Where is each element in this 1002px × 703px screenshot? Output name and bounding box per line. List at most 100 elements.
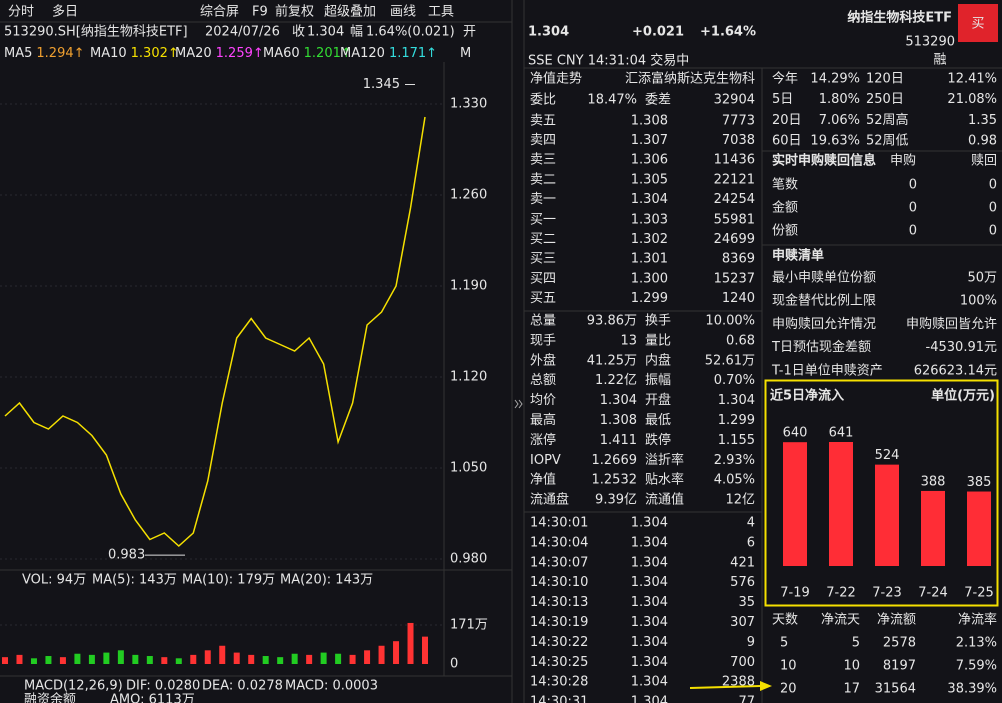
footer-label: AMO: 6113万: [110, 693, 195, 703]
volume-bar: [364, 650, 371, 664]
trade-time: 14:30:01: [530, 516, 588, 531]
toolbar-button[interactable]: F9: [252, 5, 268, 20]
return: 7.06%: [819, 113, 860, 128]
footer-label: 融资余额: [24, 692, 76, 703]
ma-name: MA120: [340, 46, 385, 61]
trade-price: 1.304: [631, 555, 668, 570]
list-label: 现金替代比例上限: [772, 293, 876, 309]
trade-volume: 576: [730, 575, 755, 590]
market-status: SSE CNY 14:31:04 交易中: [528, 53, 689, 69]
trade-price: 1.304: [631, 615, 668, 630]
book-price: 1.307: [631, 133, 668, 148]
list-label: 申购赎回允许情况: [772, 316, 876, 332]
stat-value: 1.155: [718, 433, 755, 448]
book-price: 1.301: [631, 252, 668, 267]
trade-price: 1.304: [631, 695, 668, 703]
buy-button[interactable]: [958, 4, 998, 42]
volume-bar: [233, 652, 240, 664]
book-level: 买三: [530, 252, 556, 267]
volume-bar: [132, 654, 139, 664]
amplitude: 1.64%(0.021): [366, 25, 455, 40]
stat-value: 9.39亿: [595, 493, 637, 508]
label: 份额: [772, 224, 798, 239]
volume-bar: [103, 652, 110, 664]
toolbar-button[interactable]: 超级叠加: [324, 5, 376, 20]
collapse-icon[interactable]: [514, 399, 523, 409]
data-label: 388: [921, 474, 946, 489]
volume-bar: [204, 650, 211, 664]
volume-bar: [2, 657, 8, 664]
toolbar-button[interactable]: 分时: [8, 5, 34, 20]
volume-bar: [335, 653, 342, 664]
trade-price: 1.304: [631, 595, 668, 610]
trade-time: 14:30:13: [530, 595, 588, 610]
trade-price: 1.304: [631, 575, 668, 590]
ma-name: MA20: [175, 46, 212, 61]
section-title: 申赎清单: [772, 248, 824, 264]
volume-bar: [74, 653, 81, 664]
book-level: 买二: [530, 232, 556, 247]
period: 52周低: [866, 134, 909, 149]
y-tick-label: 0: [450, 657, 458, 672]
trade-price: 1.304: [631, 535, 668, 550]
toolbar-button[interactable]: 工具: [428, 5, 454, 20]
label: 32904: [714, 93, 755, 108]
stat-label: 溢折率: [645, 452, 684, 468]
x-tick-label: 7-25: [964, 586, 994, 601]
y-tick-label: 1.330: [450, 97, 487, 112]
toolbar-button[interactable]: 多日: [52, 4, 78, 20]
list-value: 50万: [967, 271, 997, 286]
date: 2024/07/26: [205, 25, 280, 40]
table-cell: 10: [843, 659, 860, 674]
ma-legend: MA120 1.171↑: [340, 46, 437, 61]
stat-label: 总量: [530, 314, 556, 329]
period: 250日: [866, 92, 904, 107]
table-cell: 20: [780, 682, 797, 697]
macd-legend: MACD: 0.0003: [285, 679, 378, 694]
table-cell: 2578: [883, 636, 916, 651]
data-label: 524: [875, 448, 900, 463]
toolbar-button[interactable]: 前复权: [275, 4, 314, 20]
trade-volume: 307: [730, 615, 755, 630]
volume-bar: [161, 657, 168, 664]
toolbar-button[interactable]: 画线: [390, 5, 416, 20]
trade-time: 14:30:22: [530, 635, 588, 650]
stat-value: 1.299: [718, 413, 755, 428]
stat-label: 贴水率: [645, 472, 684, 488]
stat-label: 跌停: [645, 432, 671, 448]
return: 19.63%: [810, 134, 860, 149]
stat-value: 1.2532: [592, 473, 638, 488]
stat-label: 开盘: [645, 392, 671, 408]
data-label: 640: [783, 426, 808, 441]
book-volume: 11436: [714, 153, 755, 168]
high-label: 1.345: [363, 77, 400, 92]
return: 1.35: [968, 113, 997, 128]
label: 金额: [772, 200, 798, 216]
table-cell: 5: [852, 636, 860, 651]
book-price: 1.306: [631, 153, 668, 168]
toolbar-button[interactable]: 综合屏: [200, 5, 239, 20]
x-tick-label: 7-19: [780, 586, 810, 601]
book-volume: 1240: [722, 291, 755, 306]
y-tick-label: 171万: [450, 618, 488, 633]
ma-name: MA5: [4, 46, 32, 61]
x-tick-label: 7-24: [918, 586, 948, 601]
bar: [967, 491, 991, 566]
ma-value: 1.302↑: [131, 46, 179, 61]
label: 0: [909, 201, 917, 216]
buy-label: 买: [971, 17, 984, 32]
volume-legend: VOL: 94万: [22, 573, 86, 588]
trade-volume: 9: [747, 635, 755, 650]
low-label: 0.983: [108, 548, 145, 563]
ma-name: M: [460, 46, 471, 61]
stat-value: 1.411: [600, 433, 637, 448]
fund-company: 汇添富纳斯达克生物科: [625, 71, 755, 87]
volume-bar: [45, 656, 52, 664]
ma-legend: MA5 1.294↑: [4, 46, 85, 61]
volume-legend: MA(10): 179万: [182, 573, 275, 588]
highlight-box: [764, 379, 999, 607]
book-level: 买一: [530, 213, 556, 228]
bar: [921, 490, 945, 566]
volume-bar: [378, 645, 385, 664]
